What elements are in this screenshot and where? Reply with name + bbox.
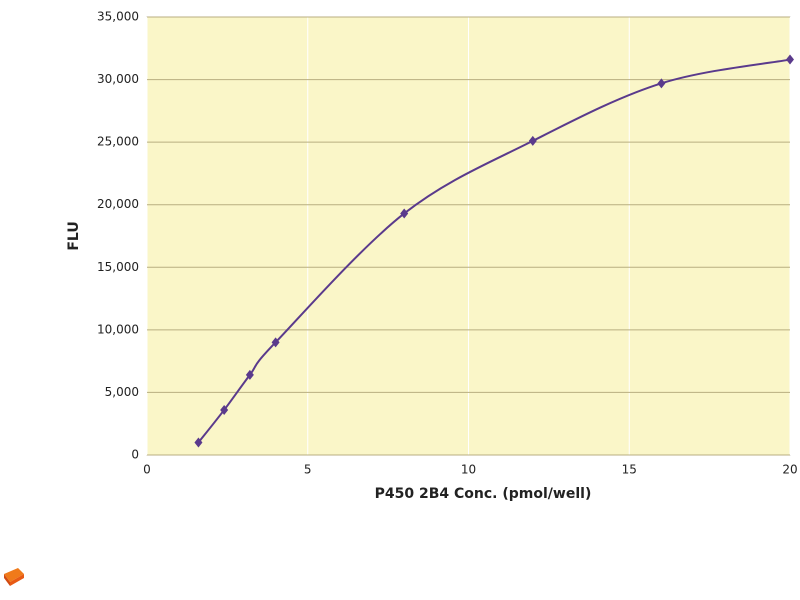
y-tick-label: 20,000 bbox=[97, 197, 139, 211]
logo-icon bbox=[4, 568, 24, 586]
x-axis-title: P450 2B4 Conc. (pmol/well) bbox=[375, 486, 592, 502]
x-tick-label: 15 bbox=[622, 463, 637, 477]
y-tick-label: 0 bbox=[131, 448, 139, 462]
y-tick-label: 25,000 bbox=[97, 135, 139, 149]
y-axis-title: FLU bbox=[66, 221, 82, 250]
data-marker bbox=[220, 404, 229, 415]
data-marker bbox=[400, 208, 409, 219]
plot-area bbox=[146, 16, 791, 456]
data-marker bbox=[194, 437, 203, 448]
y-tick-label: 15,000 bbox=[97, 260, 139, 274]
y-tick-label: 35,000 bbox=[97, 10, 139, 24]
data-marker bbox=[786, 54, 794, 65]
data-marker bbox=[271, 337, 280, 348]
data-marker bbox=[245, 369, 254, 380]
x-tick-label: 5 bbox=[304, 463, 312, 477]
data-marker bbox=[657, 78, 666, 89]
x-tick-label: 0 bbox=[143, 463, 151, 477]
x-tick-label: 10 bbox=[461, 463, 476, 477]
x-tick-label: 20 bbox=[782, 463, 797, 477]
y-tick-label: 30,000 bbox=[97, 72, 139, 86]
y-tick-label: 5,000 bbox=[105, 385, 139, 399]
data-marker bbox=[528, 135, 537, 146]
y-tick-label: 10,000 bbox=[97, 322, 139, 336]
